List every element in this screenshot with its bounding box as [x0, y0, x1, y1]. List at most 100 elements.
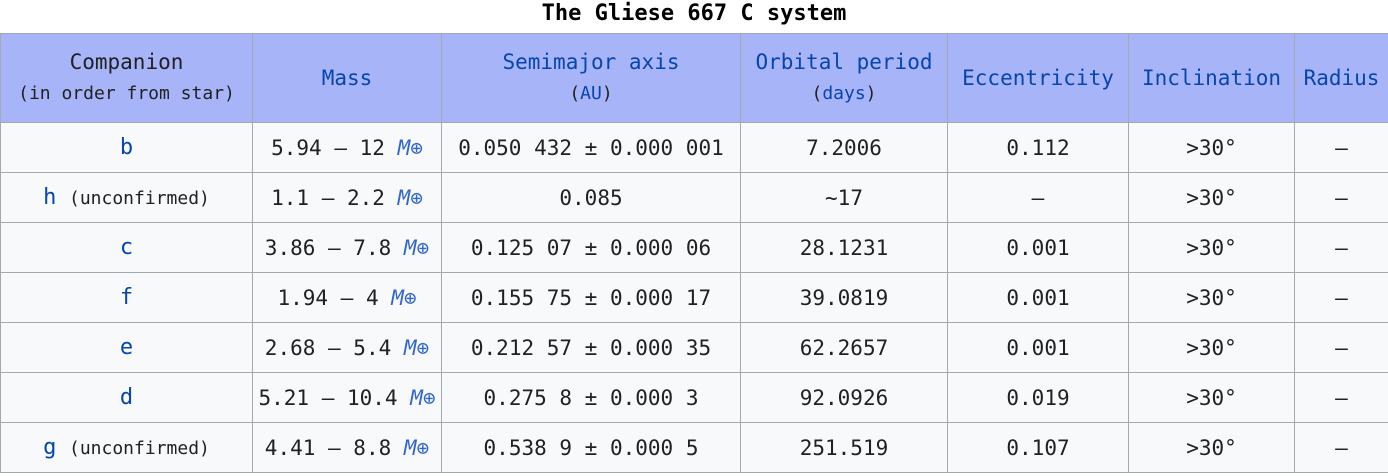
cell-eccentricity: 0.001	[947, 322, 1129, 373]
cell-companion: h (unconfirmed)	[0, 172, 253, 223]
header-eccentricity-link[interactable]: Eccentricity	[962, 66, 1114, 90]
cell-semimajor: 0.538 9 ± 0.000 5	[441, 422, 741, 473]
cell-radius: —	[1294, 272, 1388, 323]
cell-mass: 1.1 – 2.2 M⊕	[252, 172, 442, 223]
planet-note: (unconfirmed)	[69, 188, 210, 209]
cell-mass: 5.21 – 10.4 M⊕	[252, 372, 442, 423]
mass-value: 5.21 – 10.4	[258, 385, 398, 410]
header-eccentricity[interactable]: Eccentricity	[947, 33, 1129, 123]
header-au-link[interactable]: AU	[580, 83, 602, 104]
header-companion-sub: (in order from star)	[18, 83, 235, 104]
planet-name-link[interactable]: e	[119, 335, 134, 360]
header-mass-link[interactable]: Mass	[321, 66, 373, 90]
cell-eccentricity: 0.112	[947, 122, 1129, 173]
mass-value: 3.86 – 7.8	[264, 235, 392, 260]
cell-inclination: >30°	[1128, 122, 1295, 173]
cell-period: 251.519	[740, 422, 948, 473]
cell-radius: —	[1294, 372, 1388, 423]
cell-inclination: >30°	[1128, 422, 1295, 473]
cell-mass: 1.94 – 4 M⊕	[252, 272, 442, 323]
cell-semimajor: 0.212 57 ± 0.000 35	[441, 322, 741, 373]
cell-companion: e	[0, 322, 253, 373]
planet-name-link[interactable]: f	[119, 285, 134, 310]
cell-period: 39.0819	[740, 272, 948, 323]
cell-companion: b	[0, 122, 253, 173]
header-semimajor-close: )	[601, 83, 613, 104]
cell-period: 62.2657	[740, 322, 948, 373]
mass-value: 4.41 – 8.8	[264, 435, 392, 460]
cell-mass: 4.41 – 8.8 M⊕	[252, 422, 442, 473]
cell-eccentricity: 0.019	[947, 372, 1129, 423]
earth-mass-unit[interactable]: M⊕	[410, 385, 436, 410]
cell-semimajor: 0.155 75 ± 0.000 17	[441, 272, 741, 323]
cell-semimajor: 0.085	[441, 172, 741, 223]
header-semimajor[interactable]: Semimajor axis (AU)	[441, 33, 741, 123]
cell-eccentricity: 0.107	[947, 422, 1129, 473]
header-inclination[interactable]: Inclination	[1128, 33, 1295, 123]
cell-radius: —	[1294, 172, 1388, 223]
cell-companion: d	[0, 372, 253, 423]
table-caption: The Gliese 667 C system	[541, 1, 847, 26]
header-companion[interactable]: Companion (in order from star)	[0, 33, 253, 123]
mass-value: 2.68 – 5.4	[264, 335, 392, 360]
mass-value: 1.1 – 2.2	[271, 185, 385, 210]
planet-name-link[interactable]: h	[43, 185, 57, 210]
table-row: c 3.86 – 7.8 M⊕ 0.125 07 ± 0.000 06 28.1231…	[0, 222, 1388, 273]
header-period-link[interactable]: Orbital period	[755, 50, 933, 74]
header-period[interactable]: Orbital period (days)	[740, 33, 948, 123]
earth-mass-unit[interactable]: M⊕	[403, 335, 430, 360]
cell-eccentricity: 0.001	[947, 222, 1129, 273]
planet-name-link[interactable]: d	[119, 385, 134, 410]
earth-mass-unit[interactable]: M⊕	[391, 285, 417, 310]
planet-table: Companion (in order from star) Mass Semi…	[0, 33, 1388, 473]
earth-mass-unit[interactable]: M⊕	[397, 185, 423, 210]
cell-period: 7.2006	[740, 122, 948, 173]
cell-inclination: >30°	[1128, 222, 1295, 273]
planet-name-link[interactable]: b	[119, 135, 134, 160]
cell-mass: 3.86 – 7.8 M⊕	[252, 222, 442, 273]
header-inclination-link[interactable]: Inclination	[1141, 66, 1282, 90]
table-row: g (unconfirmed) 4.41 – 8.8 M⊕ 0.538 9 ± 0.…	[0, 422, 1388, 473]
table-row: f 1.94 – 4 M⊕ 0.155 75 ± 0.000 17 39.0819 0.…	[0, 272, 1388, 323]
earth-mass-unit[interactable]: M⊕	[403, 435, 430, 460]
cell-mass: 5.94 – 12 M⊕	[252, 122, 442, 173]
cell-period: 28.1231	[740, 222, 948, 273]
cell-inclination: >30°	[1128, 172, 1295, 223]
table-row: e 2.68 – 5.4 M⊕ 0.212 57 ± 0.000 35 62.2657…	[0, 322, 1388, 373]
earth-mass-unit[interactable]: M⊕	[403, 235, 430, 260]
table-row: d 5.21 – 10.4 M⊕ 0.275 8 ± 0.000 3 92.0926 0…	[0, 372, 1388, 423]
cell-semimajor: 0.050 432 ± 0.000 001	[441, 122, 741, 173]
planet-note: (unconfirmed)	[69, 438, 210, 459]
header-row: Companion (in order from star) Mass Semi…	[0, 33, 1388, 123]
cell-companion: g (unconfirmed)	[0, 422, 253, 473]
header-period-open: (	[811, 83, 823, 104]
cell-radius: —	[1294, 122, 1388, 173]
cell-radius: —	[1294, 322, 1388, 373]
header-period-close: )	[865, 83, 877, 104]
cell-inclination: >30°	[1128, 272, 1295, 323]
header-semimajor-open: (	[569, 83, 581, 104]
header-semimajor-link[interactable]: Semimajor axis	[502, 50, 680, 74]
cell-period: 92.0926	[740, 372, 948, 423]
cell-period: ~17	[740, 172, 948, 223]
cell-radius: —	[1294, 222, 1388, 273]
cell-eccentricity: —	[947, 172, 1129, 223]
table-row: h (unconfirmed) 1.1 – 2.2 M⊕ 0.085 ~17— >30°…	[0, 172, 1388, 223]
earth-mass-unit[interactable]: M⊕	[397, 135, 423, 160]
cell-mass: 2.68 – 5.4 M⊕	[252, 322, 442, 373]
planet-name-link[interactable]: g	[43, 435, 57, 460]
header-radius[interactable]: Radius	[1294, 33, 1388, 123]
planet-name-link[interactable]: c	[119, 235, 134, 260]
header-companion-label: Companion	[69, 50, 184, 74]
cell-inclination: >30°	[1128, 322, 1295, 373]
mass-value: 5.94 – 12	[271, 135, 385, 160]
cell-semimajor: 0.125 07 ± 0.000 06	[441, 222, 741, 273]
cell-radius: —	[1294, 422, 1388, 473]
cell-semimajor: 0.275 8 ± 0.000 3	[441, 372, 741, 423]
header-days-link[interactable]: days	[822, 83, 866, 104]
header-radius-link[interactable]: Radius	[1303, 66, 1380, 90]
header-mass[interactable]: Mass	[252, 33, 442, 123]
cell-companion: c	[0, 222, 253, 273]
cell-eccentricity: 0.001	[947, 272, 1129, 323]
mass-value: 1.94 – 4	[277, 285, 379, 310]
